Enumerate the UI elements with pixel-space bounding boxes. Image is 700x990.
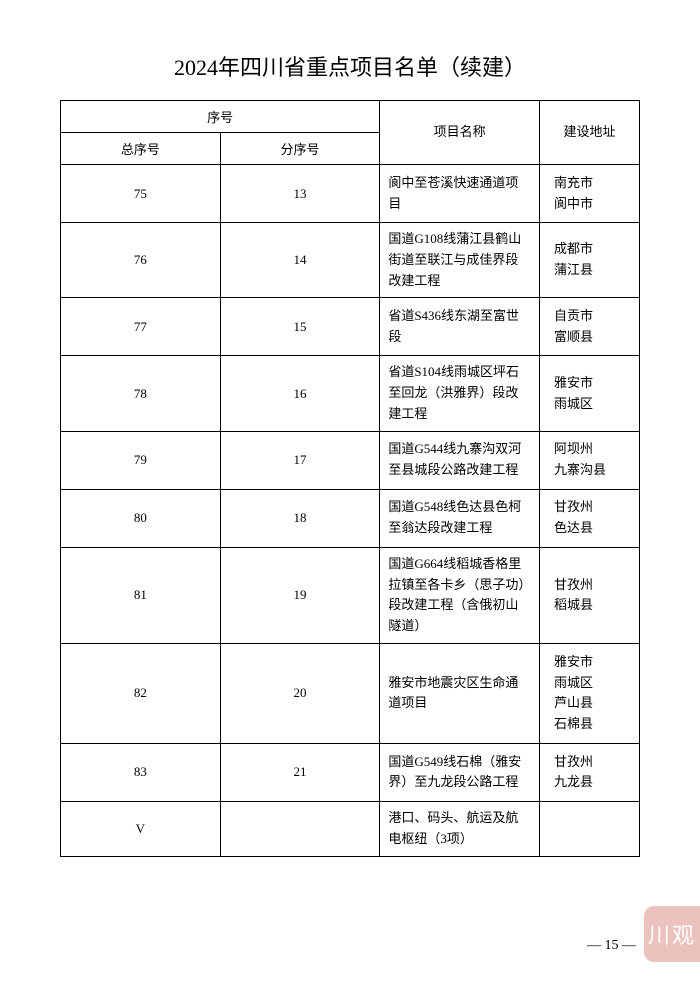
table-row: 7513阆中至苍溪快速通道项目南充市 阆中市: [61, 165, 640, 223]
header-total: 总序号: [61, 133, 221, 165]
cell-name: 国道G548线色达县色柯至翁达段改建工程: [380, 489, 540, 547]
cell-addr: 成都市 蒲江县: [540, 223, 640, 298]
page-title: 2024年四川省重点项目名单（续建）: [60, 50, 640, 82]
cell-sub: 15: [220, 298, 380, 356]
cell-total: 81: [61, 547, 221, 643]
page-number: — 15 —: [587, 938, 636, 954]
cell-name: 雅安市地震灾区生命通道项目: [380, 643, 540, 743]
cell-sub: 20: [220, 643, 380, 743]
table-row: 8220雅安市地震灾区生命通道项目雅安市 雨城区 芦山县 石棉县: [61, 643, 640, 743]
cell-name: 阆中至苍溪快速通道项目: [380, 165, 540, 223]
cell-name: 省道S104线雨城区坪石至回龙（洪雅界）段改建工程: [380, 356, 540, 431]
cell-addr: 甘孜州 稻城县: [540, 547, 640, 643]
cell-name: 省道S436线东湖至富世段: [380, 298, 540, 356]
table-row: V 港口、码头、航运及航电枢纽（3项）: [61, 801, 640, 856]
table-row: 7816省道S104线雨城区坪石至回龙（洪雅界）段改建工程雅安市 雨城区: [61, 356, 640, 431]
cell-sub: [220, 801, 380, 856]
watermark-badge: 川观: [644, 906, 700, 962]
cell-sub: 16: [220, 356, 380, 431]
table-body: 7513阆中至苍溪快速通道项目南充市 阆中市7614国道G108线蒲江县鹤山街道…: [61, 165, 640, 857]
header-addr: 建设地址: [540, 101, 640, 165]
cell-total: 78: [61, 356, 221, 431]
table-row: 8018国道G548线色达县色柯至翁达段改建工程甘孜州 色达县: [61, 489, 640, 547]
cell-addr: 自贡市 富顺县: [540, 298, 640, 356]
cell-addr: 甘孜州 九龙县: [540, 743, 640, 801]
table-row: 7614国道G108线蒲江县鹤山街道至联江与成佳界段改建工程成都市 蒲江县: [61, 223, 640, 298]
cell-name: 国道G549线石棉（雅安界）至九龙段公路工程: [380, 743, 540, 801]
document-page: 2024年四川省重点项目名单（续建） 序号 项目名称 建设地址 总序号 分序号 …: [0, 0, 700, 897]
table-header: 序号 项目名称 建设地址 总序号 分序号: [61, 101, 640, 165]
table-row: 7917国道G544线九寨沟双河至县城段公路改建工程阿坝州 九寨沟县: [61, 431, 640, 489]
cell-sub: 18: [220, 489, 380, 547]
header-name: 项目名称: [380, 101, 540, 165]
cell-total: 80: [61, 489, 221, 547]
cell-sub: 19: [220, 547, 380, 643]
table-row: 8321国道G549线石棉（雅安界）至九龙段公路工程甘孜州 九龙县: [61, 743, 640, 801]
cell-addr: 甘孜州 色达县: [540, 489, 640, 547]
cell-total: 82: [61, 643, 221, 743]
cell-addr: 雅安市 雨城区 芦山县 石棉县: [540, 643, 640, 743]
cell-sub: 14: [220, 223, 380, 298]
cell-addr: 阿坝州 九寨沟县: [540, 431, 640, 489]
table-row: 7715省道S436线东湖至富世段自贡市 富顺县: [61, 298, 640, 356]
header-sub: 分序号: [220, 133, 380, 165]
cell-name: 国道G544线九寨沟双河至县城段公路改建工程: [380, 431, 540, 489]
cell-addr: 南充市 阆中市: [540, 165, 640, 223]
watermark-text: 川观: [648, 918, 696, 950]
cell-sub: 21: [220, 743, 380, 801]
cell-total: 76: [61, 223, 221, 298]
cell-total: V: [61, 801, 221, 856]
table-row: 8119国道G664线稻城香格里拉镇至各卡乡（思子功）段改建工程（含俄初山隧道）…: [61, 547, 640, 643]
cell-total: 75: [61, 165, 221, 223]
cell-sub: 13: [220, 165, 380, 223]
cell-total: 77: [61, 298, 221, 356]
header-seq: 序号: [61, 101, 380, 133]
projects-table: 序号 项目名称 建设地址 总序号 分序号 7513阆中至苍溪快速通道项目南充市 …: [60, 100, 640, 857]
cell-name: 国道G664线稻城香格里拉镇至各卡乡（思子功）段改建工程（含俄初山隧道）: [380, 547, 540, 643]
cell-total: 83: [61, 743, 221, 801]
cell-addr: [540, 801, 640, 856]
cell-name: 港口、码头、航运及航电枢纽（3项）: [380, 801, 540, 856]
cell-sub: 17: [220, 431, 380, 489]
cell-addr: 雅安市 雨城区: [540, 356, 640, 431]
cell-total: 79: [61, 431, 221, 489]
cell-name: 国道G108线蒲江县鹤山街道至联江与成佳界段改建工程: [380, 223, 540, 298]
